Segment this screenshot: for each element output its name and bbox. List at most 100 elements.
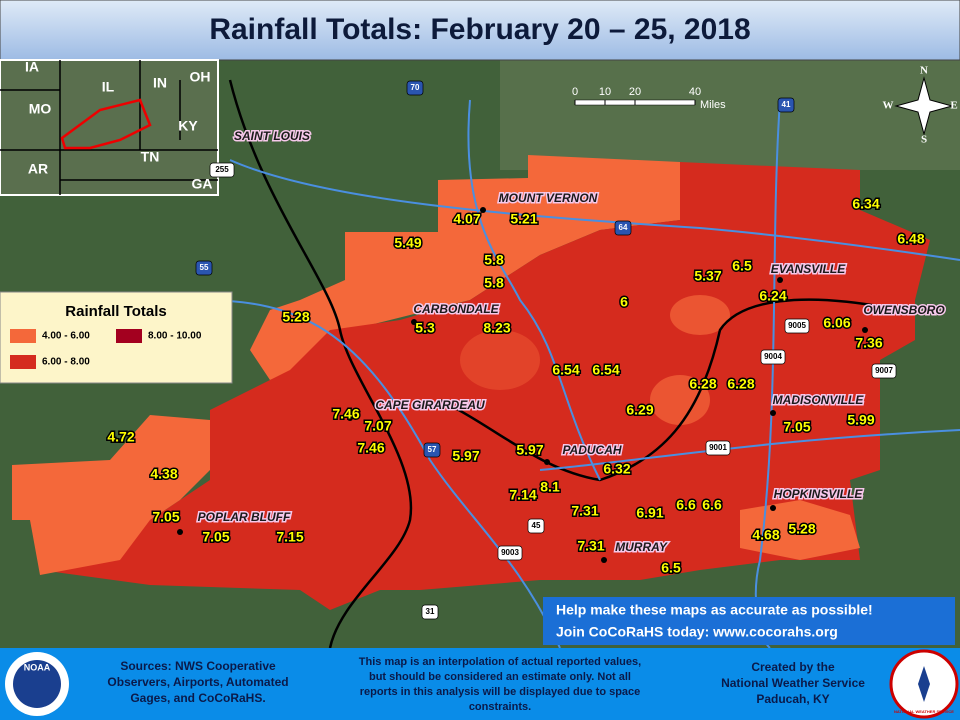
rainfall-value: 7.46 — [357, 440, 384, 456]
city-dot — [411, 319, 417, 325]
rainfall-value: 4.72 — [107, 429, 134, 445]
map-labels: 70 55 57 64 41 45 255 9001 9003 9004 9005 9007 31 MOU… — [25, 59, 947, 620]
banner-line: Join CoCoRaHS today: www.cocorahs.org — [556, 624, 838, 640]
city-label: MADISONVILLE — [773, 393, 865, 407]
rainfall-value: 5.49 — [394, 235, 421, 251]
highway-shield — [497, 545, 523, 561]
city-dot — [480, 207, 486, 213]
highway-number: 70 — [411, 83, 420, 92]
rainfall-value: 5.28 — [282, 309, 309, 325]
rainfall-value: 7.15 — [276, 529, 303, 545]
rainfall-value: 8.23 — [483, 320, 510, 336]
highway-shield — [614, 220, 632, 236]
highway-number: 41 — [782, 100, 791, 109]
scale-unit: Miles — [700, 99, 726, 111]
banner-line: Help make these maps as accurate as poss… — [556, 602, 873, 618]
compass-letter: S — [921, 134, 927, 146]
highway-shield — [777, 97, 795, 113]
rainfall-value: 6 — [620, 294, 628, 310]
legend-title: Rainfall Totals — [65, 303, 166, 320]
rainfall-value: 6.54 — [552, 362, 579, 378]
inset-region — [60, 98, 152, 150]
city-dot — [770, 505, 776, 511]
compass: N E S W — [883, 65, 958, 146]
compass-letter: N — [920, 65, 928, 77]
legend-label: 8.00 - 10.00 — [148, 331, 202, 342]
legend-swatch — [10, 329, 36, 343]
road — [467, 99, 601, 481]
state-label: AR — [28, 161, 48, 177]
highway-number: 64 — [619, 223, 628, 232]
rainfall-value: 6.91 — [636, 505, 663, 521]
highway-shield — [760, 349, 786, 365]
state-label: TN — [141, 149, 160, 165]
noaa-logo-inner — [13, 660, 61, 708]
legend-label: 4.00 - 6.00 — [42, 331, 90, 342]
city-dot — [177, 529, 183, 535]
road — [199, 299, 561, 649]
city-dot — [544, 459, 550, 465]
rainfall-value: 6.6 — [702, 497, 722, 513]
title: Rainfall Totals: February 20 – 25, 2018 — [209, 13, 750, 46]
nws-emblem — [918, 666, 930, 702]
rainfall-value: 6.28 — [727, 376, 754, 392]
footer-text: Sources: NWS Cooperative Observers, Airpo… — [107, 656, 865, 713]
highway-number: 9004 — [764, 352, 782, 361]
road — [229, 159, 960, 261]
rainfall-value: 5.28 — [788, 521, 815, 537]
scale-label: 40 — [689, 86, 701, 98]
rainfall-value: 6.5 — [661, 560, 681, 576]
legend-label: 6.00 - 8.00 — [42, 357, 90, 368]
scale-label: 0 — [572, 86, 578, 98]
scale-label: 10 — [599, 86, 611, 98]
rainfall-value: 7.07 — [364, 418, 391, 434]
city-label: EVANSVILLE — [771, 262, 846, 276]
footer-credit: Created by the — [751, 660, 835, 674]
footer-sources: Gages, and CoCoRaHS. — [130, 691, 265, 705]
highway-shield — [705, 440, 731, 456]
rainfall-value: 7.05 — [152, 509, 179, 525]
highway-number: 57 — [428, 445, 437, 454]
inset-frame — [0, 59, 219, 196]
rainfall-value: 7.14 — [509, 487, 536, 503]
city-dot — [862, 327, 868, 333]
highway-number: 9003 — [501, 548, 519, 557]
footer-credit: National Weather Service — [721, 676, 865, 690]
highway-number: 9005 — [788, 321, 806, 330]
rainfall-value: 6.32 — [603, 461, 630, 477]
highway-number: 45 — [532, 521, 541, 530]
legend-items: 4.00 - 6.00 6.00 - 8.00 8.00 - 10.00 — [10, 329, 202, 369]
rainfall-value: 4.68 — [752, 527, 779, 543]
rainfall-value: 4.07 — [453, 211, 480, 227]
highway-shield — [406, 80, 424, 96]
nws-label: NATIONAL WEATHER SERVICE — [894, 709, 954, 714]
city-label: MOUNT VERNON — [499, 191, 598, 205]
rainfall-value: 5.97 — [452, 448, 479, 464]
footer-sources: Sources: NWS Cooperative — [120, 659, 276, 673]
rainfall-value: 5.3 — [415, 320, 435, 336]
rainfall-value: 5.8 — [484, 252, 504, 268]
footer-disclaimer: but should be considered an estimate onl… — [369, 671, 631, 683]
river — [439, 298, 901, 482]
city-label: MURRAY — [615, 540, 668, 554]
rainfall-value: 7.46 — [332, 406, 359, 422]
rainfall-value: 7.31 — [571, 503, 598, 519]
rainfall-value: 6.48 — [897, 231, 924, 247]
highway-shield — [209, 162, 235, 178]
highway-number: 9007 — [875, 366, 893, 375]
scale-label: 20 — [629, 86, 641, 98]
noaa-label: NOAA — [24, 662, 51, 672]
footer-disclaimer: reports in this analysis will be display… — [360, 686, 641, 698]
inset-borders — [0, 60, 218, 195]
state-label: IN — [153, 75, 167, 91]
city-label: CAPE GIRARDEAU — [375, 398, 485, 412]
state-label: GA — [192, 176, 213, 192]
rainfall-value: 7.05 — [783, 419, 810, 435]
highway-number: 31 — [426, 607, 435, 616]
river — [228, 79, 413, 649]
rainfall-value: 5.97 — [516, 442, 543, 458]
legend-swatch — [116, 329, 142, 343]
city-label: OWENSBORO — [863, 303, 945, 317]
rainfall-value: 6.34 — [852, 196, 879, 212]
